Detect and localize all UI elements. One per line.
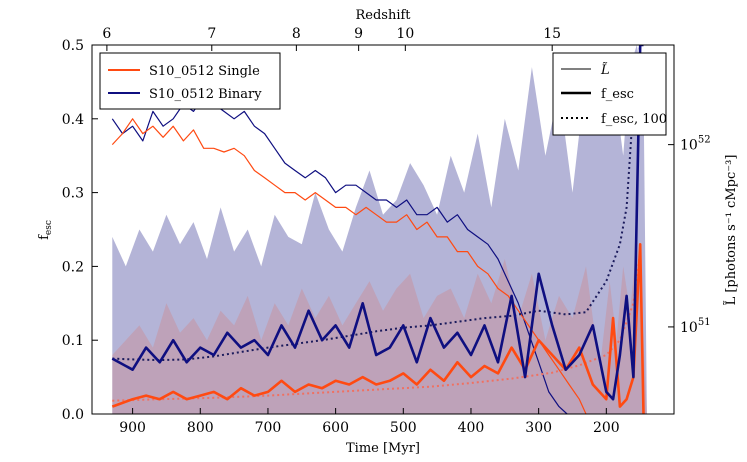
- legend-label-luminosity: L̃: [600, 62, 610, 78]
- legend-models: S10_0512 Single S10_0512 Binary: [99, 52, 281, 110]
- top-tick-label-5: 15: [543, 26, 561, 42]
- top-tick-label-4: 10: [396, 26, 414, 42]
- series-line-1: [111, 243, 645, 414]
- y-tick-label-5: 0.5: [62, 38, 84, 54]
- top-tick-label-3: 9: [354, 26, 363, 42]
- y-tick-label-2: 0.2: [62, 259, 84, 275]
- x-axis-label: Time [Myr]: [346, 441, 420, 456]
- x-tick-label-3: 600: [322, 420, 349, 436]
- legend-label-single: S10_0512 Single: [149, 64, 260, 79]
- x-tick-label-2: 700: [255, 420, 282, 436]
- band-0: [112, 45, 647, 414]
- x-tick-label-0: 900: [119, 420, 146, 436]
- x-tick-label-6: 300: [525, 420, 552, 436]
- right-tick-label-0: 1052: [680, 135, 711, 154]
- series-line-0: [111, 45, 644, 401]
- shaded-bands: [112, 45, 647, 414]
- legend-label-fesc: f_esc: [601, 87, 634, 102]
- top-tick-label-2: 8: [292, 26, 301, 42]
- x-tick-label-1: 800: [187, 420, 214, 436]
- y-tick-label-1: 0.1: [62, 333, 84, 349]
- x-tick-label-4: 500: [390, 420, 417, 436]
- x-tick-label-5: 400: [458, 420, 485, 436]
- y-axis-label: fesc: [37, 220, 54, 240]
- y-tick-label-4: 0.4: [62, 112, 84, 128]
- right-tick-label-1: 1051: [680, 317, 711, 336]
- top-tick-label-1: 7: [207, 26, 216, 42]
- y-tick-label-3: 0.3: [62, 186, 84, 202]
- x-axis-ticks: 900 800 700 600 500 400 300 200: [119, 408, 620, 436]
- legend-styles: L̃ f_esc f_esc, 100: [552, 52, 667, 136]
- top-tick-label-0: 6: [102, 26, 111, 42]
- right-axis-label: L̃ [photons s⁻¹ cMpc⁻³]: [723, 155, 739, 306]
- right-axis-ticks: 1052 1051: [668, 135, 711, 336]
- top-axis-label: Redshift: [355, 8, 411, 23]
- legend-label-fesc100: f_esc, 100: [601, 112, 667, 127]
- plot-frame: [91, 44, 675, 415]
- legend-label-binary: S10_0512 Binary: [149, 87, 262, 102]
- band-1: [112, 244, 647, 414]
- y-axis-ticks: 0.0 0.1 0.2 0.3 0.4 0.5: [62, 38, 98, 423]
- y-tick-label-0: 0.0: [62, 407, 84, 423]
- series-line-2: [112, 45, 642, 362]
- top-axis-ticks: 6 7 8 9 10 15: [102, 26, 561, 51]
- x-tick-label-7: 200: [593, 420, 620, 436]
